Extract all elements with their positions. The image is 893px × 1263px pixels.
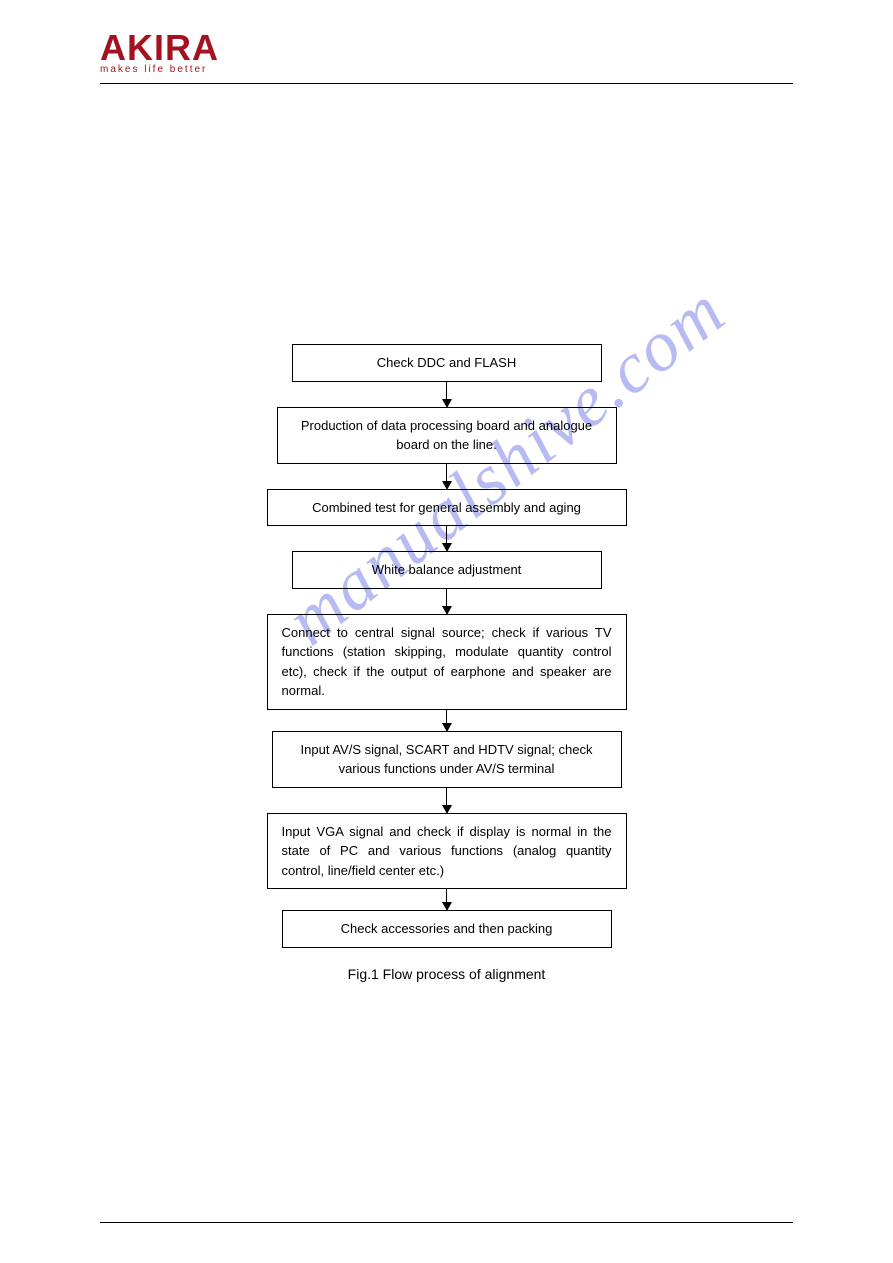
content-area: manualshive.com Check DDC and FLASHProdu… (100, 84, 793, 1222)
flow-arrow (442, 381, 452, 408)
flow-arrow (442, 888, 452, 911)
flowchart: Check DDC and FLASH Production of data pr… (267, 344, 627, 948)
flow-arrow (442, 787, 452, 814)
footer-rule (100, 1222, 793, 1223)
flow-node-n3: Combined test for general assembly and a… (267, 489, 627, 527)
flow-arrow (442, 525, 452, 552)
figure-caption: Fig.1 Flow process of alignment (348, 966, 546, 982)
flow-node-n5: Connect to central signal source; check … (267, 614, 627, 710)
flow-node-n8: Check accessories and then packing (282, 910, 612, 948)
flow-arrow (442, 709, 452, 732)
flow-node-n2: Production of data processing board and … (277, 407, 617, 464)
flow-node-n7: Input VGA signal and check if display is… (267, 813, 627, 890)
page-header: AKIRA makes life better (100, 30, 793, 84)
flow-node-n6: Input AV/S signal, SCART and HDTV signal… (272, 731, 622, 788)
brand-tagline: makes life better (100, 64, 793, 75)
flow-arrow (442, 463, 452, 490)
flow-arrow (442, 588, 452, 615)
page-container: AKIRA makes life better manualshive.com … (0, 0, 893, 1263)
brand-logo: AKIRA (100, 30, 793, 66)
flow-node-n1: Check DDC and FLASH (292, 344, 602, 382)
flow-node-n4: White balance adjustment (292, 551, 602, 589)
